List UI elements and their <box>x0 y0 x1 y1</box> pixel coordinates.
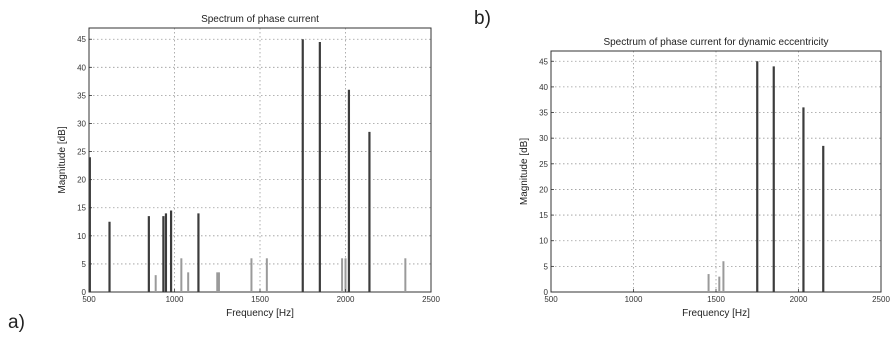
panel-label-b: b) <box>474 8 491 29</box>
y-tick-label: 15 <box>539 211 548 220</box>
y-tick-label: 30 <box>539 134 548 143</box>
y-tick-label: 40 <box>539 83 548 92</box>
y-tick-label: 15 <box>77 204 86 213</box>
y-tick-label: 45 <box>539 57 548 66</box>
y-tick-label: 0 <box>544 288 549 297</box>
y-tick-label: 20 <box>77 176 86 185</box>
y-tick-label: 20 <box>539 185 548 194</box>
y-tick-label: 10 <box>539 237 548 246</box>
y-tick-label: 25 <box>77 148 86 157</box>
y-tick-label: 10 <box>77 232 86 241</box>
y-tick-label: 35 <box>539 109 548 118</box>
x-tick-label: 2500 <box>422 295 440 304</box>
y-tick-label: 0 <box>82 288 87 297</box>
y-tick-label: 25 <box>539 160 548 169</box>
x-tick-label: 1500 <box>707 295 725 304</box>
x-tick-label: 500 <box>82 295 96 304</box>
y-tick-label: 40 <box>77 63 86 72</box>
x-tick-label: 2000 <box>337 295 355 304</box>
y-tick-label: 5 <box>544 262 549 271</box>
y-tick-label: 30 <box>77 119 86 128</box>
y-axis-label-b: Magnitude [dB] <box>519 138 530 205</box>
y-tick-label: 45 <box>77 35 86 44</box>
panel-label-a: a) <box>8 312 25 333</box>
x-tick-label: 500 <box>544 295 558 304</box>
x-axis-label-b: Frequency [Hz] <box>682 308 750 319</box>
chart-title-b: Spectrum of phase current for dynamic ec… <box>603 37 828 48</box>
x-tick-label: 1500 <box>251 295 269 304</box>
x-tick-label: 2000 <box>790 295 808 304</box>
y-axis-label-a: Magnitude [dB] <box>57 126 68 193</box>
chart-title-a: Spectrum of phase current <box>201 14 319 25</box>
x-axis-label-a: Frequency [Hz] <box>226 308 294 319</box>
y-tick-label: 35 <box>77 91 86 100</box>
x-tick-label: 1000 <box>625 295 643 304</box>
x-tick-label: 2500 <box>872 295 890 304</box>
x-tick-label: 1000 <box>166 295 184 304</box>
y-tick-label: 5 <box>82 260 87 269</box>
